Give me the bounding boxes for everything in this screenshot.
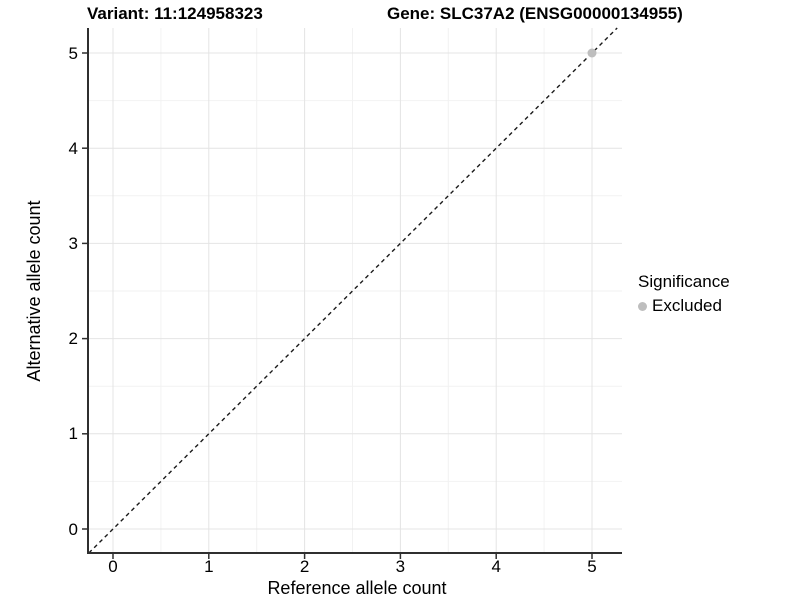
plot-title-variant: Variant: 11:124958323: [87, 4, 263, 23]
x-axis-title: Reference allele count: [267, 578, 447, 598]
legend-item-excluded: Excluded: [638, 296, 730, 316]
y-tick-label: 0: [68, 519, 78, 539]
x-tick-label: 1: [204, 557, 214, 576]
x-tick-label: 0: [108, 557, 118, 576]
x-tick-label: 2: [299, 557, 310, 576]
y-tick-label: 5: [68, 43, 78, 63]
legend-title: Significance: [638, 272, 730, 291]
y-tick-label: 4: [68, 138, 78, 158]
y-tick-label: 1: [68, 424, 78, 444]
y-axis-title: Alternative allele count: [24, 200, 44, 382]
x-tick-label: 5: [587, 557, 597, 576]
y-tick-label: 2: [68, 329, 78, 349]
data-point: [587, 48, 597, 58]
x-tick-label: 3: [395, 557, 406, 576]
plot-title-gene: Gene: SLC37A2 (ENSG00000134955): [387, 4, 683, 23]
x-tick-label: 4: [491, 557, 501, 576]
y-tick-label: 3: [68, 233, 78, 253]
legend-item-label: Excluded: [652, 296, 722, 315]
legend: Significance Excluded: [638, 272, 730, 316]
excluded-marker-icon: [638, 301, 647, 311]
